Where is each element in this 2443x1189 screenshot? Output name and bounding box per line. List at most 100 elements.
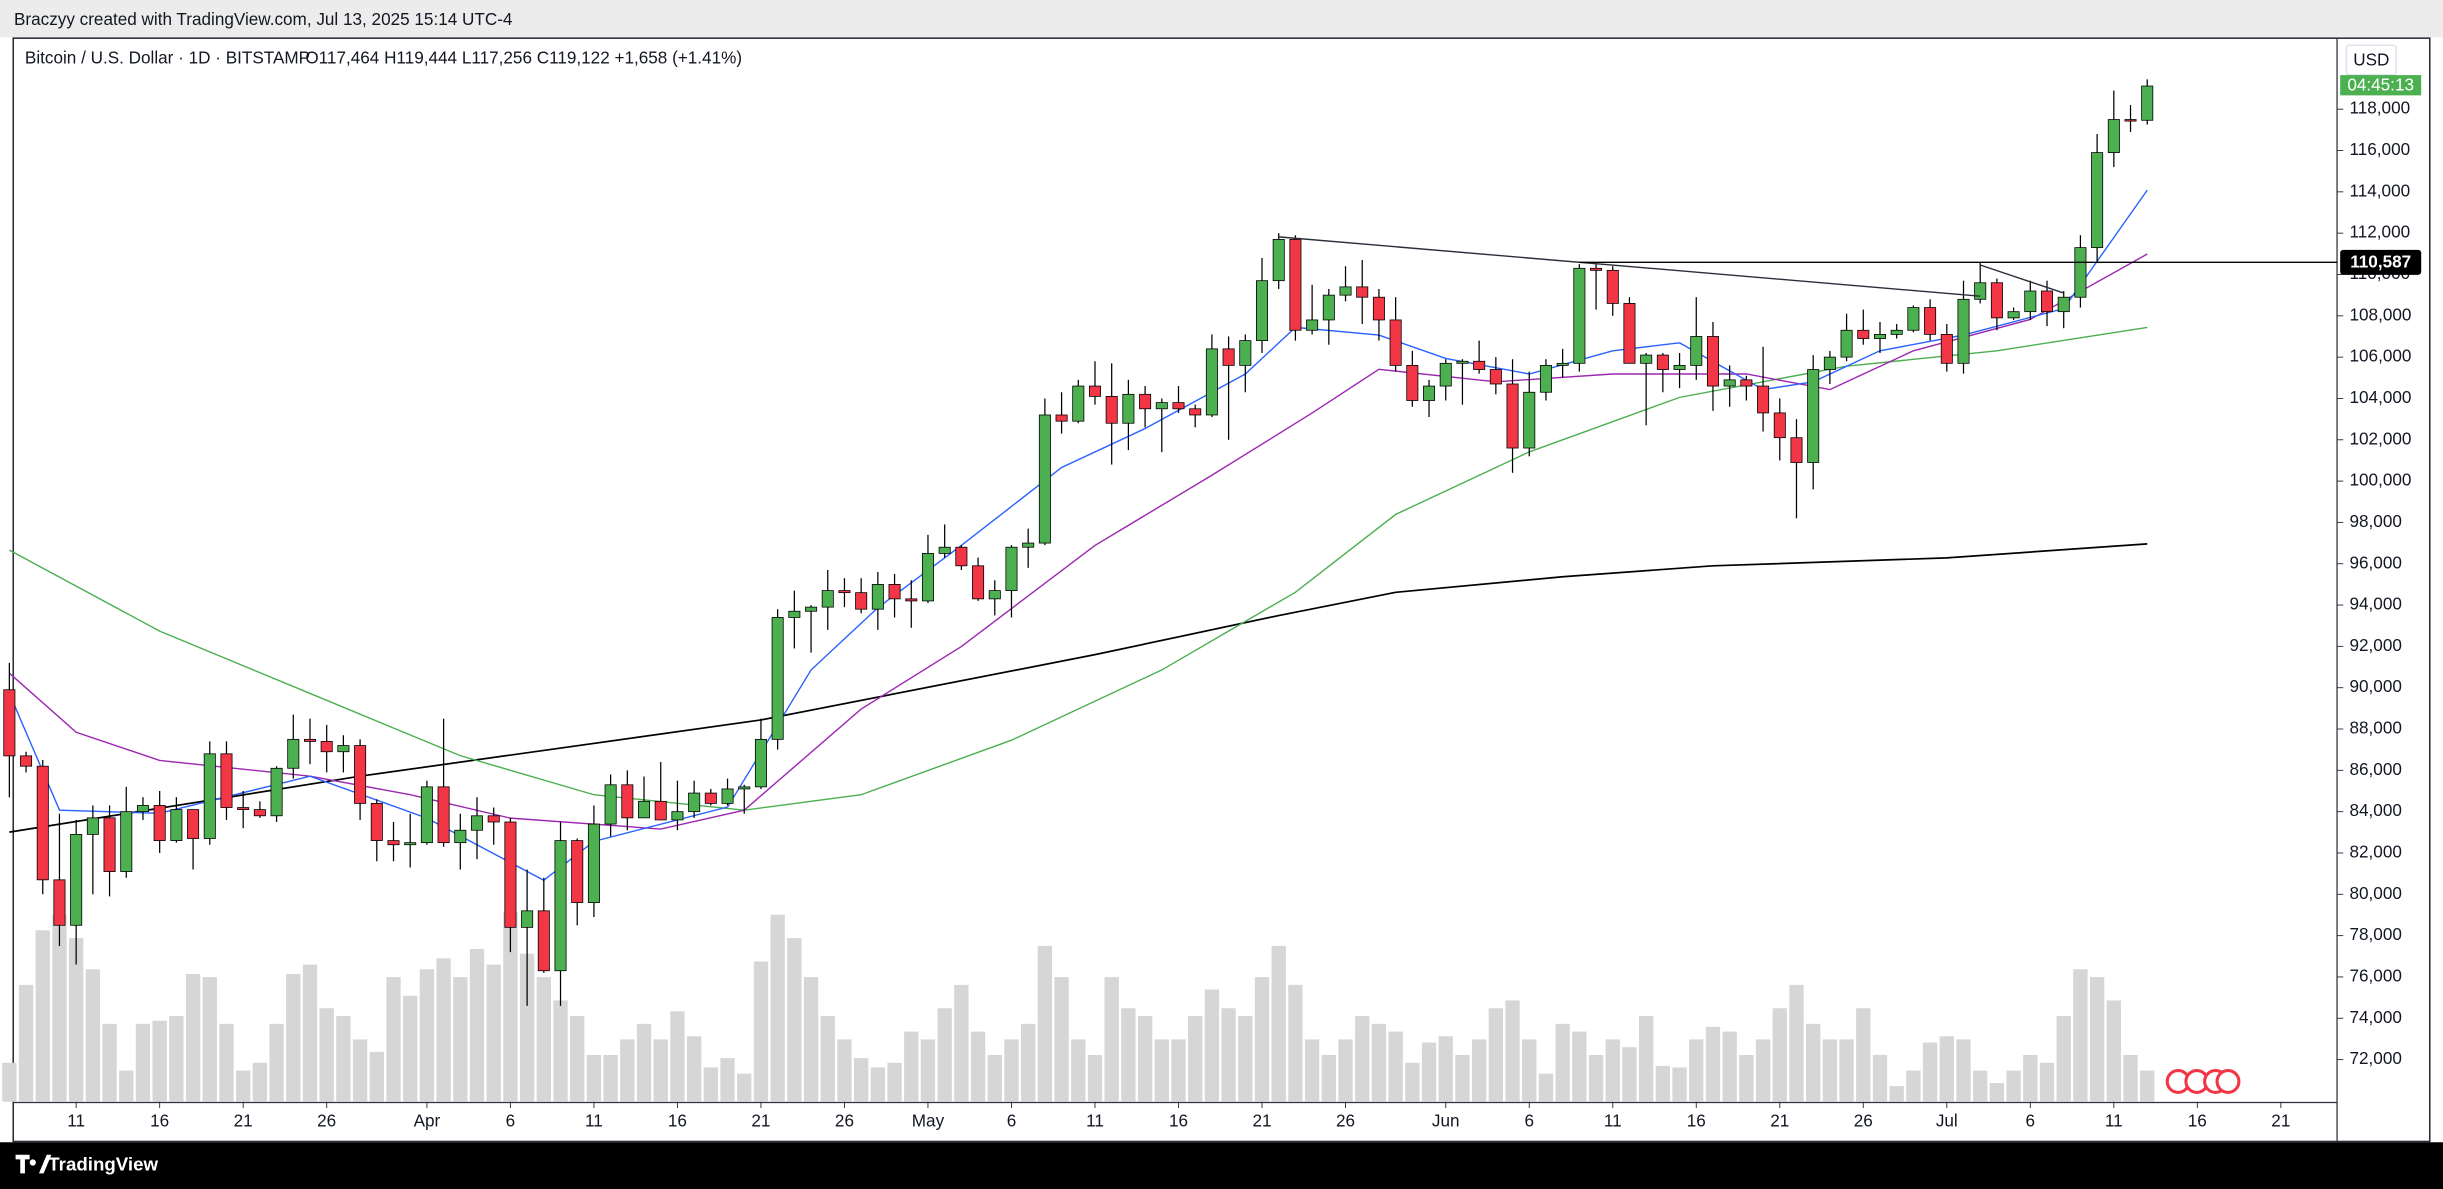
candle-body [437, 786, 450, 844]
candle-body [1088, 385, 1101, 397]
volume-bar [720, 1058, 735, 1102]
candle-body [1924, 307, 1937, 335]
candle-body [688, 792, 701, 813]
candle-body [187, 809, 200, 839]
candle-body [1823, 356, 1836, 370]
candle-body [571, 840, 584, 903]
candle-body [320, 741, 333, 753]
candle-body [220, 753, 233, 808]
candle-body [20, 755, 33, 767]
currency[interactable]: USD [2353, 49, 2389, 69]
candle-body [788, 610, 801, 618]
volume-bar [1505, 1000, 1520, 1102]
volume-bar [887, 1062, 902, 1102]
candle-body [1623, 303, 1636, 364]
candle-body [1757, 385, 1770, 414]
volume-bar [620, 1039, 635, 1102]
ohlc-readout: O117,464 H119,444 L117,256 C119,122 +1,6… [305, 48, 742, 68]
volume-bar [152, 1020, 167, 1102]
moving-average [8, 253, 2148, 830]
candle-body [303, 738, 316, 742]
volume-bar [937, 1008, 952, 1102]
candle-body [454, 829, 467, 844]
volume-bar [820, 1016, 835, 1102]
candle-body [771, 617, 784, 740]
volume-bar [553, 1000, 568, 1102]
candle-body [1573, 267, 1586, 364]
y-tick-label: 82,000 [2350, 842, 2402, 862]
y-tick-label: 78,000 [2350, 924, 2402, 944]
candle-body [1256, 280, 1269, 341]
volume-bar [1522, 1039, 1537, 1102]
candle-body [120, 811, 133, 872]
x-tick-label: 16 [1687, 1111, 1706, 1131]
volume-bar [2039, 1062, 2055, 1102]
candle-body [1656, 354, 1669, 370]
moving-average [9, 542, 2148, 833]
chart-frame [12, 37, 2431, 1143]
volume-bar [853, 1058, 869, 1102]
candle-body [721, 788, 734, 804]
volume-bar [1421, 1042, 1437, 1102]
candle-body [70, 833, 83, 926]
candle-body [1372, 296, 1385, 321]
volume-bar [486, 964, 501, 1102]
volume-bar [1538, 1073, 1554, 1102]
candle-body [354, 745, 367, 804]
volume-bar [1872, 1054, 1888, 1102]
volume-bar [586, 1054, 602, 1102]
volume-bar [1605, 1039, 1620, 1102]
x-tick-label: 6 [1007, 1111, 1017, 1131]
level-label: 110,587 [2350, 252, 2411, 272]
currency-box[interactable] [2345, 44, 2398, 76]
candle-body [821, 590, 834, 608]
candle-body [1640, 354, 1653, 364]
x-tick-label: 21 [234, 1111, 253, 1131]
volume-bar [803, 977, 819, 1102]
candle-body [1506, 383, 1519, 449]
candle-body [938, 546, 951, 554]
volume-bar [1171, 1039, 1186, 1102]
volume-bar [1355, 1016, 1370, 1102]
candle-body [1406, 365, 1419, 401]
candle-body [654, 800, 667, 821]
volume-bar [1004, 1039, 1019, 1102]
volume-bar [1021, 1023, 1036, 1102]
candle-body [972, 565, 985, 600]
candle-body [587, 823, 600, 903]
volume-bar [319, 1008, 334, 1102]
volume-bar [119, 1070, 134, 1102]
y-tick-label: 106,000 [2350, 346, 2412, 366]
volume-bar [1755, 1039, 1771, 1102]
volume-bar [653, 1039, 668, 1102]
volume-bar [1271, 945, 1286, 1102]
candle-body [2057, 296, 2070, 313]
bottom-bar [0, 1142, 2443, 1189]
volume-bar [52, 914, 67, 1102]
y-tick-label: 74,000 [2350, 1007, 2402, 1027]
volume-bar [1188, 1016, 1203, 1102]
x-tick-label: 16 [150, 1111, 169, 1131]
volume-bar [1304, 1039, 1320, 1102]
volume-bar [1338, 1039, 1353, 1102]
symbol-title: Bitcoin / U.S. Dollar · 1D · BITSTAMP [25, 48, 310, 68]
candle-body [1306, 319, 1319, 331]
volume-bar [2073, 969, 2088, 1102]
volume-bar [904, 1031, 919, 1102]
candle-body [86, 817, 99, 835]
y-tick-label: 114,000 [2350, 180, 2411, 200]
volume-bar [787, 938, 802, 1102]
volume-bar [1037, 945, 1053, 1102]
volume-bar [369, 1051, 384, 1102]
candle-body [1239, 340, 1252, 366]
candle-body [1523, 391, 1536, 449]
x-tick-label: 26 [1854, 1111, 1873, 1131]
volume-bar [1956, 1039, 1971, 1102]
candle-body [704, 792, 717, 804]
candle-body [855, 592, 868, 610]
volume-bar [1906, 1070, 1921, 1102]
candle-body [1439, 362, 1452, 387]
x-tick-label: 21 [1770, 1111, 1789, 1131]
candle-body [838, 590, 851, 594]
candle-body [1322, 294, 1335, 321]
